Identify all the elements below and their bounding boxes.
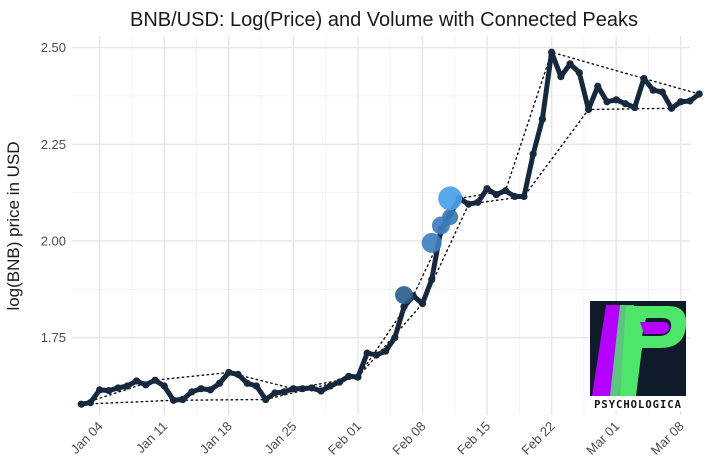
volume-markers <box>395 186 463 305</box>
price-point <box>677 98 685 106</box>
price-point <box>271 389 279 397</box>
price-point <box>160 382 168 390</box>
chart-title: BNB/USD: Log(Price) and Volume with Conn… <box>130 9 638 31</box>
y-tick-label: 1.75 <box>41 330 66 345</box>
price-point <box>667 104 676 112</box>
price-point <box>391 334 399 342</box>
price-point <box>132 377 141 385</box>
price-point <box>142 381 150 389</box>
major-gridlines <box>72 36 690 415</box>
price-point <box>363 349 371 357</box>
price-point <box>169 396 178 404</box>
price-point <box>243 379 251 387</box>
logo-text-band <box>590 396 686 411</box>
price-point <box>649 86 657 94</box>
volume-marker <box>438 186 463 211</box>
price-point <box>382 347 390 355</box>
price-point <box>492 190 500 199</box>
logo-text: PSYCHOLOGICA <box>594 399 682 411</box>
x-tick-label: Jan 25 <box>261 419 299 457</box>
price-point <box>658 88 666 96</box>
price-point <box>483 185 491 193</box>
price-point <box>575 69 583 77</box>
volume-marker <box>421 232 442 253</box>
connected-peaks-lines <box>80 51 700 405</box>
price-point <box>308 384 316 392</box>
price-point <box>603 98 611 106</box>
price-point <box>179 395 187 404</box>
logo-letter-p <box>620 306 687 396</box>
price-point <box>529 150 537 158</box>
price-point <box>566 60 574 68</box>
volume-marker <box>395 286 414 305</box>
price-point <box>686 97 694 105</box>
price-point <box>105 387 113 395</box>
price-point <box>418 300 427 308</box>
price-point <box>188 388 196 396</box>
price-point <box>123 382 131 390</box>
price-point <box>335 378 344 386</box>
price-point <box>206 386 214 394</box>
y-axis-ticks: 1.75 2.00 2.25 2.50 <box>41 40 66 345</box>
price-point <box>77 400 85 408</box>
y-axis-label: log(BNB) price in USD <box>4 141 23 310</box>
peaks-dotted-line <box>80 51 700 405</box>
price-point <box>225 368 233 377</box>
psychologica-logo: PSYCHOLOGICA <box>590 301 687 411</box>
x-tick-label: Feb 08 <box>389 419 428 458</box>
x-tick-label: Jan 18 <box>197 419 235 457</box>
price-point <box>465 200 473 208</box>
price-point <box>428 276 436 284</box>
price-point <box>520 192 528 201</box>
price-point <box>151 376 159 384</box>
price-point <box>252 382 261 390</box>
x-tick-label: Feb 15 <box>454 419 493 458</box>
logo-letter-p-shadow <box>640 322 670 334</box>
price-point <box>197 385 205 393</box>
price-point <box>511 192 519 201</box>
price-point <box>114 384 122 392</box>
y-tick-label: 2.00 <box>41 233 66 248</box>
price-point <box>326 382 334 390</box>
price-point <box>317 387 325 395</box>
price-point <box>400 303 408 311</box>
price-point <box>234 370 242 378</box>
price-point <box>695 90 703 98</box>
price-point <box>215 379 224 387</box>
price-point <box>96 386 104 394</box>
price-point <box>289 385 297 393</box>
y-tick-label: 2.50 <box>41 40 66 55</box>
price-point <box>621 100 630 108</box>
x-tick-label: Feb 22 <box>519 419 558 458</box>
x-tick-label: Jan 11 <box>133 419 171 457</box>
price-point <box>354 373 362 381</box>
price-point <box>584 105 593 114</box>
x-tick-label: Feb 01 <box>325 419 364 458</box>
volume-marker <box>442 208 459 225</box>
price-point <box>594 82 602 90</box>
price-point <box>372 351 380 359</box>
price-point <box>345 372 353 380</box>
x-tick-label: Mar 01 <box>583 419 622 458</box>
price-point <box>538 115 547 123</box>
price-point <box>86 399 95 407</box>
price-point <box>280 388 288 396</box>
price-point <box>501 187 510 195</box>
y-tick-label: 2.25 <box>41 137 66 152</box>
price-point <box>474 198 482 206</box>
x-axis-ticks: Jan 04 Jan 11 Jan 18 Jan 25 Feb 01 Feb 08 Feb … <box>68 419 687 458</box>
price-point <box>548 48 556 56</box>
price-point <box>612 96 620 104</box>
troughs-dotted-line <box>80 93 700 405</box>
x-tick-label: Jan 04 <box>68 419 106 457</box>
price-point <box>262 395 270 404</box>
price-point <box>631 103 639 112</box>
price-point <box>640 74 648 83</box>
price-point <box>298 385 307 393</box>
price-series <box>77 48 703 408</box>
price-point <box>557 73 565 81</box>
x-tick-label: Mar 08 <box>648 419 687 458</box>
